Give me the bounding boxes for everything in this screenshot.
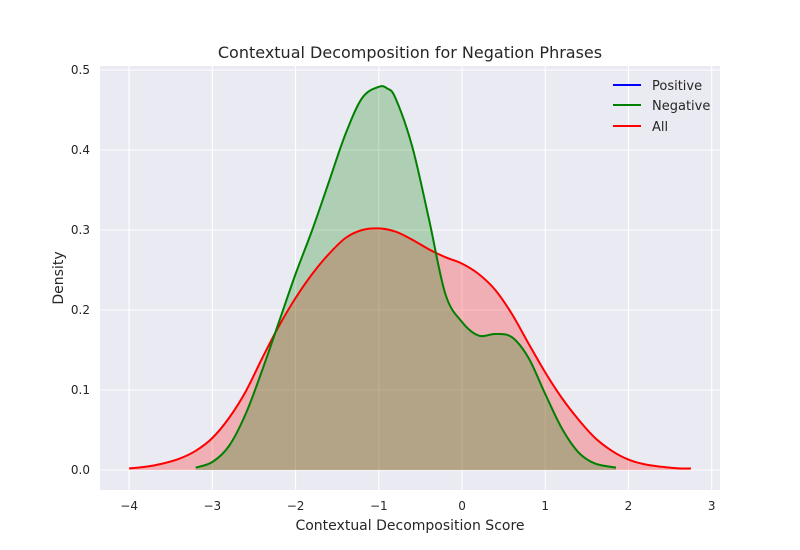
x-tick-label: 3 xyxy=(708,499,716,513)
line-negative xyxy=(195,85,617,469)
y-tick-label: 0.0 xyxy=(71,463,90,477)
x-tick-label: −3 xyxy=(203,499,221,513)
x-axis-label: Contextual Decomposition Score xyxy=(295,518,524,534)
line-all xyxy=(129,227,691,470)
x-tick-label: −4 xyxy=(120,499,138,513)
y-tick-label: 0.2 xyxy=(71,303,90,317)
density-areas xyxy=(129,86,691,471)
legend-label-negative: Negative xyxy=(652,99,710,114)
density-lines xyxy=(129,85,691,470)
y-tick-label: 0.1 xyxy=(71,383,90,397)
legend-label-positive: Positive xyxy=(652,79,702,94)
y-axis-ticks: 0.0 0.1 0.2 0.3 0.4 0.5 xyxy=(71,63,90,477)
x-tick-label: 1 xyxy=(541,499,549,513)
grid-lines xyxy=(100,66,720,490)
y-tick-label: 0.4 xyxy=(71,143,90,157)
x-tick-label: 2 xyxy=(625,499,633,513)
y-tick-label: 0.3 xyxy=(71,223,90,237)
x-tick-label: −2 xyxy=(287,499,305,513)
area-all xyxy=(129,228,691,470)
area-negative xyxy=(195,86,616,471)
y-axis-label: Density xyxy=(51,251,67,304)
x-axis-ticks: −4 −3 −2 −1 0 1 2 3 xyxy=(120,499,715,513)
chart-title: Contextual Decomposition for Negation Ph… xyxy=(218,43,602,62)
x-tick-label: −1 xyxy=(370,499,388,513)
y-tick-label: 0.5 xyxy=(71,63,90,77)
x-tick-label: 0 xyxy=(458,499,466,513)
legend: Positive Negative All xyxy=(613,79,710,135)
legend-label-all: All xyxy=(652,120,668,135)
